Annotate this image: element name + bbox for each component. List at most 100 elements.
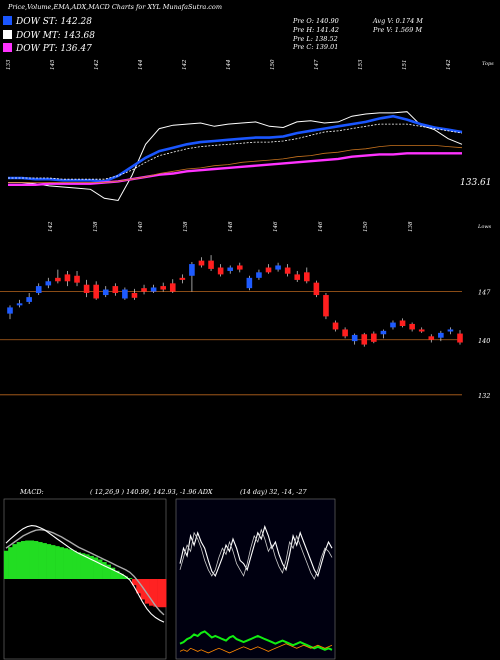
top-label: 142: [446, 59, 452, 70]
dow-st-swatch: [3, 16, 12, 25]
macd-histogram-bar: [97, 559, 103, 579]
low-label: 146: [318, 221, 324, 232]
candle-down: [399, 320, 406, 326]
ema-panel: 133 145 142 144 142 144 150 147 153 151 142 142 138…: [6, 59, 494, 232]
candle-down: [342, 329, 348, 337]
candle-down: [160, 286, 166, 290]
macd-histogram-bar: [144, 579, 150, 604]
macd-histogram-bar: [93, 557, 99, 579]
candle-up: [102, 289, 109, 296]
candle-down: [179, 277, 186, 280]
price-levels: 147 140 132: [0, 289, 491, 400]
ohlc-readout: Pre O: 140.90 Pre H: 141.42 Pre L: 138.5…: [292, 17, 423, 51]
dow-pt-swatch: [3, 43, 12, 52]
candle-up: [447, 329, 454, 332]
macd-histogram-bar: [102, 562, 107, 579]
macd-histogram-bar: [161, 579, 167, 608]
macd-histogram-bar: [8, 547, 13, 579]
macd-params: ( 12,26,9 ) 140.99, 142.93, -1.96: [90, 488, 197, 496]
low-label: 142: [48, 221, 54, 232]
macd-histogram-bar: [50, 545, 56, 579]
candle-up: [35, 286, 42, 293]
candle-down: [294, 274, 301, 280]
candle-down: [323, 295, 329, 317]
macd-histogram-bar: [76, 552, 82, 579]
top-label: 144: [226, 59, 232, 70]
adx-params: (14 day) 32, -14, -27: [240, 488, 308, 496]
macd-line: [5, 525, 165, 623]
macd-histogram-bar: [80, 553, 86, 579]
tops-label: Tops: [482, 61, 494, 67]
candle-down: [265, 267, 272, 273]
dow-pt-label: DOW PT: 136.47: [15, 44, 92, 54]
candle-down: [371, 333, 377, 342]
macd-histogram-bar: [136, 579, 141, 594]
macd-histogram-bar: [46, 544, 52, 579]
price-level-label: 147: [478, 289, 491, 297]
adx-line-dx: [179, 643, 333, 654]
macd-histogram-bar: [38, 542, 43, 579]
macd-histogram-bar: [140, 579, 146, 600]
top-label: 150: [270, 59, 276, 70]
chart-title: Price,Volume,EMA,ADX,MACD Charts for XYL…: [7, 3, 222, 11]
low-label: 140: [138, 221, 144, 232]
candle-down: [284, 267, 291, 274]
candle-up: [189, 264, 195, 276]
candle-down: [64, 274, 71, 282]
top-label: 142: [94, 59, 100, 70]
candle-down: [304, 272, 310, 282]
price-level-label: 140: [478, 337, 490, 345]
low-label: 138: [93, 221, 99, 232]
top-label: 144: [138, 59, 144, 70]
candle-down: [361, 334, 368, 345]
ema-line-dow-pt: [8, 152, 462, 187]
low-label: 150: [363, 221, 369, 232]
macd-histogram-bar: [20, 541, 26, 579]
candle-up: [122, 289, 128, 299]
dow-st-label: DOW ST: 142.28: [15, 17, 92, 27]
macd-histogram-bar: [63, 548, 69, 579]
price-level-label: 132: [478, 392, 490, 400]
top-label: 151: [402, 60, 408, 71]
macd-signal-line: [5, 528, 165, 616]
macd-histogram-bar: [153, 579, 158, 607]
candle-down: [217, 267, 224, 275]
candle-up: [256, 272, 262, 278]
macd-histogram-bar: [89, 555, 94, 579]
macd-label: MACD:: [19, 488, 44, 496]
macd-histogram-bar: [67, 549, 73, 579]
adx-line-diminus: [179, 528, 333, 580]
low-label: 148: [228, 221, 234, 232]
candle-down: [198, 260, 205, 266]
macd-histogram-bar: [16, 542, 22, 579]
macd-panel: [3, 498, 167, 660]
macd-histogram-bar: [25, 540, 30, 579]
macd-histogram-bar: [85, 554, 90, 579]
candle-up: [227, 267, 234, 271]
lows-label: Lows: [477, 224, 492, 230]
candle-down: [332, 322, 339, 330]
macd-histogram-bar: [149, 579, 154, 606]
adx-line-adx: [179, 630, 333, 651]
candle-up: [45, 281, 52, 286]
macd-histogram-bar: [59, 547, 64, 579]
low-label: 146: [273, 221, 279, 232]
candle-down: [74, 275, 80, 283]
prev-close: Pre C: 139.01: [292, 43, 338, 51]
candle-down: [141, 288, 147, 292]
ema-last-value: 133.61: [460, 178, 492, 188]
candle-up: [16, 303, 23, 306]
ema-line-price: [8, 111, 463, 202]
candle-up: [246, 277, 253, 289]
macd-histogram-bar: [106, 564, 111, 579]
macd-histogram-bar: [72, 550, 77, 579]
macd-histogram-bar: [55, 546, 60, 579]
candle-up: [351, 334, 358, 342]
macd-histogram-bar: [157, 579, 163, 608]
candle-down: [457, 333, 463, 343]
macd-histogram-bar: [119, 573, 124, 579]
candle-up: [26, 297, 32, 302]
candles: [7, 255, 463, 347]
candle-down: [55, 277, 61, 282]
